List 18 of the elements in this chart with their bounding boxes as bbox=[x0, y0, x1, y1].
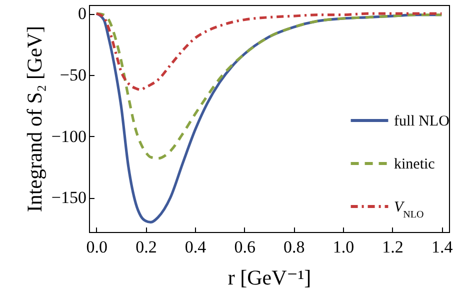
x-tick-label: 0.2 bbox=[136, 238, 157, 256]
y-tick-label: −50 bbox=[60, 65, 86, 84]
x-tick-label: 1.4 bbox=[431, 238, 454, 256]
y-axis-title: Integrand of S₂ [GeV] bbox=[22, 26, 46, 212]
y-tick-label: 0 bbox=[78, 4, 86, 24]
line-series bbox=[95, 12, 443, 91]
x-tick-label: 0.6 bbox=[234, 238, 256, 256]
y-tick-label: −150 bbox=[51, 188, 86, 208]
x-tick-label: 1.2 bbox=[382, 238, 404, 256]
legend-label: full NLO bbox=[394, 114, 450, 130]
x-tick-label: 1.0 bbox=[332, 238, 354, 256]
legend-label: V$_{NLO}$ bbox=[394, 200, 424, 220]
legend-label: kinetic bbox=[394, 156, 436, 172]
x-tick-label: 0.0 bbox=[86, 238, 108, 256]
y-tick-label: −100 bbox=[51, 126, 86, 146]
x-axis-title: r [GeV⁻¹] bbox=[228, 266, 312, 290]
x-tick-label: 0.4 bbox=[184, 238, 207, 256]
x-tick-label: 0.8 bbox=[284, 238, 305, 256]
